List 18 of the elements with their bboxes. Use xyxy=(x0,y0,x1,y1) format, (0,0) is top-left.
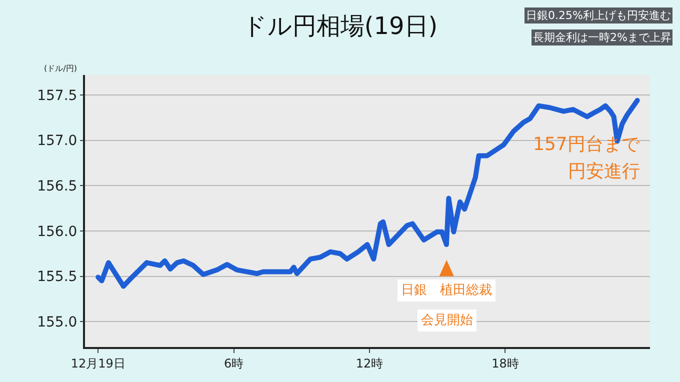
x-tick-label: 6時 xyxy=(224,356,244,370)
annotation: 157円台まで xyxy=(533,134,640,155)
annotation: 会見開始 xyxy=(421,313,473,328)
text: 長期金利は一時2%まで上昇 xyxy=(533,31,672,44)
y-axis-title: (ドル/円) xyxy=(44,64,77,73)
y-tick-label: 157.0 xyxy=(37,133,78,150)
chart-title: ドル円相場(19日) xyxy=(242,12,438,40)
y-tick-label: 157.5 xyxy=(37,88,78,104)
y-tick-label: 156.0 xyxy=(37,224,78,240)
x-tick-label: 12月19日 xyxy=(70,356,126,370)
y-tick-label: 155.5 xyxy=(37,269,78,286)
y-tick-label: 155.0 xyxy=(37,314,78,331)
x-tick-label: 12時 xyxy=(356,356,384,370)
x-tick-label: 18時 xyxy=(492,356,519,370)
annotation: 円安進行 xyxy=(568,161,640,182)
text: 日銀0.25%利上げも円安進む xyxy=(526,9,671,22)
annotation: 日銀 植田総裁 xyxy=(401,283,492,298)
y-tick-label: 156.5 xyxy=(37,178,78,195)
